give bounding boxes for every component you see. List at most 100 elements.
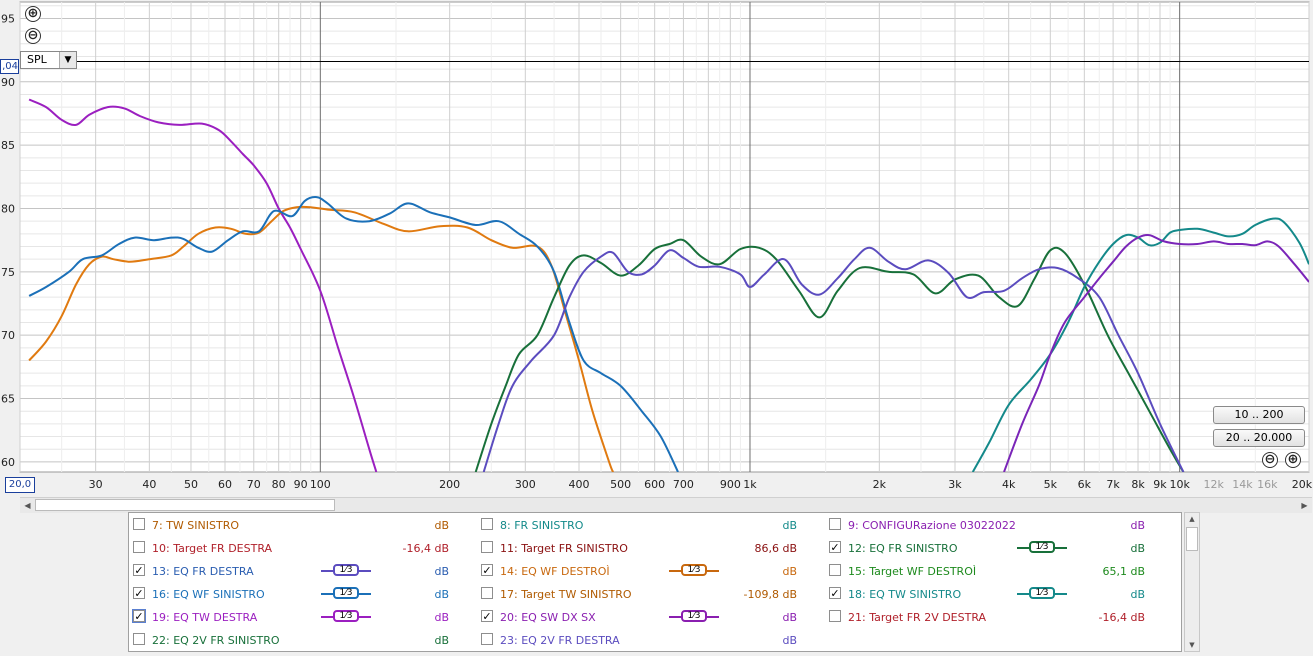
trace-checkbox[interactable]	[481, 518, 493, 530]
legend-item[interactable]: ✓ 18: EQ TW SINISTRO 1⁄3 dB	[829, 585, 1169, 603]
trace-offset-value: dB	[434, 519, 449, 532]
scroll-right-icon[interactable]: ▶	[1301, 501, 1308, 510]
smoothing-third-octave-control[interactable]: 1⁄3	[669, 610, 719, 624]
series-line	[28, 196, 679, 472]
trace-checkbox[interactable]	[481, 633, 493, 645]
trace-checkbox[interactable]	[481, 541, 493, 553]
x-tick-label: 300	[515, 478, 536, 491]
smoothing-label: 1⁄3	[333, 610, 359, 622]
scroll-up-icon[interactable]: ▲	[1189, 515, 1195, 523]
zoom-out-vertical-icon[interactable]: ⊖	[25, 28, 41, 44]
legend-item[interactable]: ✓ 14: EQ WF DESTROÌ 1⁄3 dB	[481, 562, 821, 580]
smoothing-third-octave-control[interactable]: 1⁄3	[321, 564, 371, 578]
trace-offset-value: dB	[1130, 542, 1145, 555]
range-10-200-button[interactable]: 10 .. 200	[1213, 406, 1305, 424]
trace-offset-value: -16,4 dB	[1098, 611, 1146, 624]
legend-item[interactable]: ✓ 13: EQ FR DESTRA 1⁄3 dB	[133, 562, 473, 580]
x-tick-label: 20kHz	[1292, 478, 1313, 491]
trace-legend-panel: 7: TW SINISTRO dB 8: FR SINISTRO dB 9: CONFI…	[128, 512, 1182, 652]
legend-vertical-scrollbar[interactable]: ▲ ▼	[1184, 512, 1200, 652]
trace-checkbox[interactable]	[133, 633, 145, 645]
smoothing-third-octave-control[interactable]: 1⁄3	[321, 587, 371, 601]
legend-item[interactable]: 10: Target FR DESTRA -16,4 dB	[133, 539, 473, 557]
zoom-in-horizontal-icon[interactable]: ⊕	[1285, 452, 1301, 468]
trace-checkbox[interactable]: ✓	[829, 541, 841, 554]
x-tick-label: 3k	[948, 478, 962, 491]
x-start-readout[interactable]: 20,0	[5, 477, 35, 493]
graph-area[interactable]: 60 65 70 75 80 85 90 95 30 40 50 60 70 80 90 100 200 300 4…	[0, 0, 1313, 496]
smoothing-label: 1⁄3	[681, 610, 707, 622]
x-tick-label: 600	[644, 478, 665, 491]
zoom-in-vertical-icon[interactable]: ⊕	[25, 6, 41, 22]
x-tick-label: 900	[720, 478, 741, 491]
trace-offset-value: -16,4 dB	[402, 542, 450, 555]
trace-checkbox[interactable]: ✓	[133, 564, 145, 577]
legend-item[interactable]: ✓ 19: EQ TW DESTRA 1⁄3 dB	[132, 608, 473, 626]
trace-checkbox[interactable]	[133, 518, 145, 530]
trace-offset-value: dB	[782, 611, 797, 624]
x-tick-label: 2k	[873, 478, 887, 491]
legend-item[interactable]: 21: Target FR 2V DESTRA -16,4 dB	[829, 608, 1169, 626]
x-tick-label: 6k	[1078, 478, 1092, 491]
scrollbar-thumb[interactable]	[35, 499, 335, 511]
x-tick-label: 40	[142, 478, 156, 491]
x-tick-label: 10k	[1169, 478, 1190, 491]
smoothing-third-octave-control[interactable]: 1⁄3	[1017, 587, 1067, 601]
legend-item[interactable]: ✓ 16: EQ WF SINISTRO 1⁄3 dB	[133, 585, 473, 603]
spl-dropdown[interactable]: SPL ▼	[20, 51, 77, 69]
trace-offset-value: dB	[434, 588, 449, 601]
trace-checkbox[interactable]	[829, 564, 841, 576]
legend-item[interactable]: ✓ 20: EQ SW DX SX 1⁄3 dB	[481, 608, 821, 626]
legend-item[interactable]: 8: FR SINISTRO dB	[481, 516, 821, 534]
horizontal-scrollbar[interactable]: ◀ ▶	[20, 497, 1312, 513]
y-tick-label: 60	[1, 456, 15, 469]
cursor-value-readout: ,04	[0, 59, 19, 74]
y-tick-label: 75	[1, 266, 15, 279]
trace-checkbox[interactable]: ✓	[132, 609, 146, 623]
legend-item[interactable]: 7: TW SINISTRO dB	[133, 516, 473, 534]
trace-offset-value: 86,6 dB	[754, 542, 797, 555]
trace-offset-value: -109,8 dB	[743, 588, 798, 601]
scroll-down-icon[interactable]: ▼	[1189, 641, 1195, 649]
legend-label: 17: Target TW SINISTRO	[500, 588, 632, 601]
trace-checkbox[interactable]: ✓	[133, 587, 145, 600]
legend-item[interactable]: 15: Target WF DESTROÌ 65,1 dB	[829, 562, 1169, 580]
series-line	[1003, 233, 1309, 472]
range-20-20000-button[interactable]: 20 .. 20.000	[1213, 429, 1305, 447]
trace-offset-value: dB	[782, 634, 797, 647]
x-tick-label: 1k	[743, 478, 757, 491]
smoothing-label: 1⁄3	[1029, 541, 1055, 553]
legend-scrollbar-thumb[interactable]	[1186, 527, 1198, 551]
legend-label: 23: EQ 2V FR DESTRA	[500, 634, 620, 647]
legend-item[interactable]: ✓ 12: EQ FR SINISTRO 1⁄3 dB	[829, 539, 1169, 557]
trace-checkbox[interactable]: ✓	[829, 587, 841, 600]
smoothing-label: 1⁄3	[1029, 587, 1055, 599]
trace-checkbox[interactable]	[829, 518, 841, 530]
zoom-out-horizontal-icon[interactable]: ⊖	[1262, 452, 1278, 468]
legend-item[interactable]: 23: EQ 2V FR DESTRA dB	[481, 631, 821, 649]
x-tick-label: 70	[247, 478, 261, 491]
smoothing-third-octave-control[interactable]: 1⁄3	[669, 564, 719, 578]
legend-label: 14: EQ WF DESTROÌ	[500, 565, 610, 578]
trace-checkbox[interactable]	[133, 541, 145, 553]
legend-label: 7: TW SINISTRO	[152, 519, 239, 532]
x-tick-label: 50	[184, 478, 198, 491]
smoothing-third-octave-control[interactable]: 1⁄3	[1017, 541, 1067, 555]
smoothing-third-octave-control[interactable]: 1⁄3	[321, 610, 371, 624]
trace-checkbox[interactable]: ✓	[481, 564, 493, 577]
trace-checkbox[interactable]: ✓	[481, 610, 493, 623]
spl-dropdown-value: SPL	[27, 53, 47, 66]
legend-label: 22: EQ 2V FR SINISTRO	[152, 634, 280, 647]
x-tick-label: 5k	[1044, 478, 1058, 491]
legend-item[interactable]: 11: Target FR SINISTRO 86,6 dB	[481, 539, 821, 557]
trace-checkbox[interactable]	[481, 587, 493, 599]
scroll-left-icon[interactable]: ◀	[24, 501, 31, 510]
chevron-down-icon[interactable]: ▼	[59, 52, 76, 68]
trace-offset-value: dB	[782, 565, 797, 578]
legend-item[interactable]: 22: EQ 2V FR SINISTRO dB	[133, 631, 473, 649]
trace-checkbox[interactable]	[829, 610, 841, 622]
legend-item[interactable]: 17: Target TW SINISTRO -109,8 dB	[481, 585, 821, 603]
legend-item[interactable]: 9: CONFIGURazione 03022022 dB	[829, 516, 1169, 534]
legend-label: 19: EQ TW DESTRA	[152, 611, 258, 624]
